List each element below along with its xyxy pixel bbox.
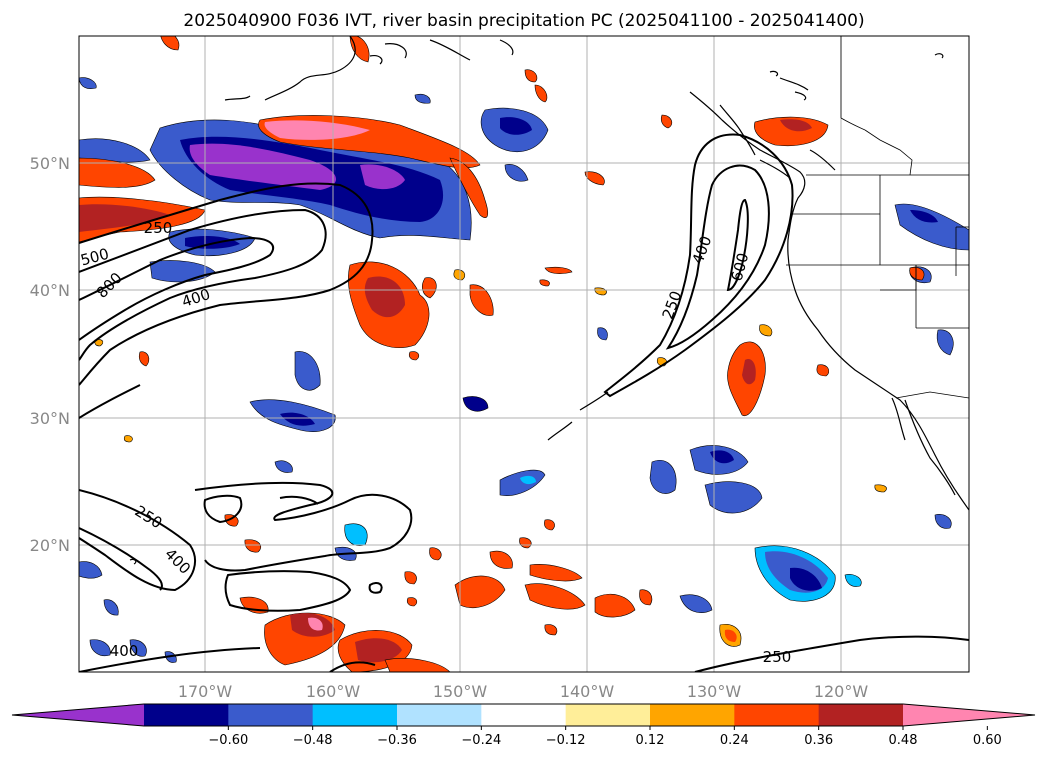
colorbar-tick-label: 0.60 (973, 733, 1002, 748)
lon-label: 150°W (433, 682, 488, 701)
colorbar-bin (650, 704, 735, 726)
lat-label: 40°N (30, 281, 70, 300)
latitude-labels: 50°N 40°N 30°N 20°N (30, 154, 70, 555)
figure-title: 2025040900 F036 IVT, river basin precipi… (183, 11, 864, 31)
colorbar-bin (565, 704, 651, 726)
lon-label: 140°W (560, 682, 615, 701)
colorbar-bin (228, 704, 314, 726)
map-content: 250 500 800 400 400 600 250 250 400 400 … (79, 36, 969, 672)
colorbar-tick-label: −0.48 (293, 733, 333, 748)
colorbar-tick-label: 0.12 (636, 733, 665, 748)
colorbar-bin (734, 704, 820, 726)
contour-label: 250 (763, 648, 792, 666)
colorbar-bin (481, 704, 567, 726)
colorbar-extend-right (903, 704, 1035, 726)
colorbar-tick-label: 0.48 (889, 733, 918, 748)
gridlines (79, 36, 969, 672)
positive-anomaly-regions (79, 36, 925, 672)
coastlines (129, 36, 969, 565)
contour-label: 400 (110, 642, 139, 660)
lat-label: 20°N (30, 536, 70, 555)
colorbar-tick-label: 0.24 (720, 733, 749, 748)
colorbar-extend-left (12, 704, 144, 726)
colorbar-bin (818, 704, 904, 726)
longitude-labels: 170°W 160°W 150°W 140°W 130°W 120°W (178, 682, 869, 701)
colorbar-tick-label: −0.60 (208, 733, 248, 748)
lat-label: 50°N (30, 154, 70, 173)
colorbar-bin (397, 704, 482, 726)
contour-label: 250 (144, 219, 173, 237)
colorbar-tick-label: −0.12 (546, 733, 586, 748)
colorbar-bin (144, 704, 229, 726)
lon-label: 120°W (814, 682, 869, 701)
colorbar-tick-label: 0.36 (804, 733, 833, 748)
lon-label: 130°W (687, 682, 742, 701)
colorbar: −0.60 −0.48 −0.36 −0.24 −0.12 0.12 0.24 0.36 0.4… (11, 703, 1036, 748)
lon-label: 170°W (178, 682, 233, 701)
ivt-contours (79, 133, 969, 672)
lat-label: 30°N (30, 409, 70, 428)
colorbar-tick-label: −0.24 (461, 733, 501, 748)
political-borders (786, 36, 969, 399)
negative-anomaly-regions (79, 77, 969, 663)
colorbar-bin (312, 704, 398, 726)
lon-label: 160°W (306, 682, 361, 701)
colorbar-outline (11, 703, 1036, 727)
map-frame (78, 35, 970, 673)
colorbar-tick-label: −0.36 (377, 733, 417, 748)
